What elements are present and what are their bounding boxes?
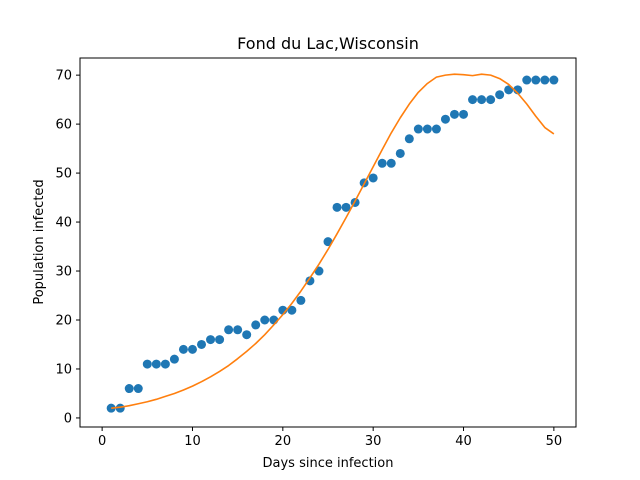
fit-line — [111, 73, 555, 409]
scatter-point — [422, 124, 432, 134]
scatter-point — [287, 305, 297, 315]
scatter-point — [260, 315, 270, 325]
x-tick-label: 40 — [455, 434, 472, 449]
scatter-point — [449, 109, 459, 119]
scatter-point — [251, 320, 261, 330]
scatter-point — [124, 384, 134, 394]
x-tick-label: 50 — [546, 434, 563, 449]
y-tick-label: 10 — [55, 362, 72, 377]
scatter-point — [215, 335, 225, 345]
scatter-point — [233, 325, 243, 335]
scatter-point — [368, 173, 378, 183]
scatter-point — [106, 403, 116, 413]
scatter-point — [169, 354, 179, 364]
scatter-point — [341, 202, 351, 212]
scatter-point — [540, 75, 550, 85]
scatter-point — [151, 359, 161, 369]
scatter-point — [468, 95, 478, 105]
scatter-point — [197, 339, 207, 349]
y-tick-label: 0 — [64, 411, 72, 426]
scatter-point — [377, 158, 387, 168]
plot-frame-top — [79, 57, 577, 428]
scatter-point — [431, 124, 441, 134]
scatter-point — [305, 276, 315, 286]
scatter-point — [224, 325, 234, 335]
scatter-point — [142, 359, 152, 369]
scatter-point — [495, 90, 505, 100]
scatter-point — [531, 75, 541, 85]
y-tick-label: 40 — [55, 216, 72, 231]
x-tick-label: 0 — [98, 434, 106, 449]
scatter-point — [187, 344, 197, 354]
chart-title: Fond du Lac,Wisconsin — [237, 34, 419, 53]
scatter-point — [323, 237, 333, 247]
x-axis-title: Days since infection — [263, 456, 394, 471]
y-tick-label: 50 — [55, 167, 72, 182]
y-tick-label: 70 — [55, 69, 72, 84]
scatter-point — [206, 335, 216, 345]
y-tick-label: 60 — [55, 118, 72, 133]
scatter-point — [269, 315, 279, 325]
scatter-point — [395, 148, 405, 158]
scatter-point — [242, 330, 252, 340]
scatter-point — [477, 95, 487, 105]
y-tick-label: 30 — [55, 265, 72, 280]
scatter-point — [549, 75, 559, 85]
x-tick-label: 30 — [365, 434, 382, 449]
scatter-point — [160, 359, 170, 369]
scatter-point — [133, 384, 143, 394]
scatter-point — [404, 134, 414, 144]
scatter-point — [296, 295, 306, 305]
y-tick-label: 20 — [55, 313, 72, 328]
scatter-point — [115, 403, 125, 413]
scatter-point — [486, 95, 496, 105]
scatter-point — [440, 114, 450, 124]
scatter-point — [386, 158, 396, 168]
data-layer — [106, 73, 559, 413]
scatter-point — [459, 109, 469, 119]
scatter-point — [178, 344, 188, 354]
x-tick-label: 10 — [184, 434, 201, 449]
scatter-point — [332, 202, 342, 212]
plot-area: 0 10 20 30 40 50 0 10 20 30 40 50 60 70 — [55, 57, 577, 449]
scatter-point — [522, 75, 532, 85]
x-tick-label: 20 — [275, 434, 292, 449]
scatter-point — [413, 124, 423, 134]
y-axis-title: Population infected — [32, 179, 47, 304]
